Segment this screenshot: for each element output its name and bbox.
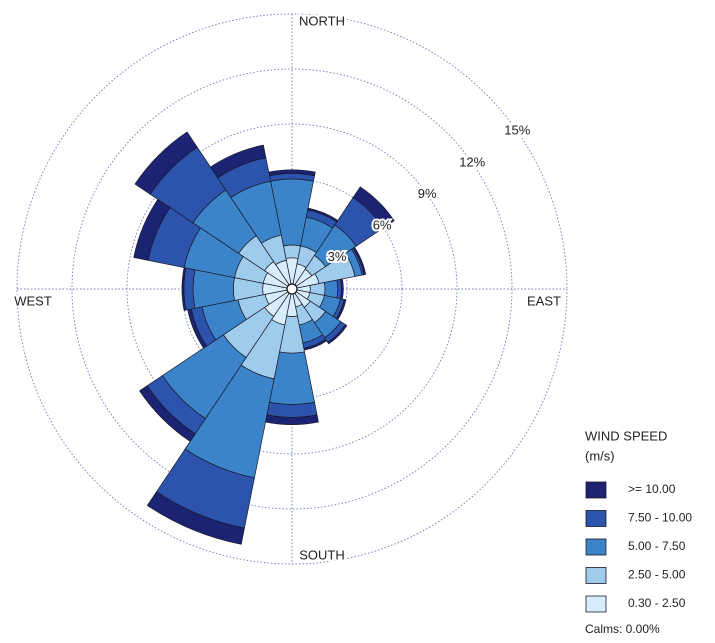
direction-label: SOUTH	[299, 547, 345, 562]
wedge-segment	[327, 324, 348, 345]
ring-label: 6%	[373, 217, 392, 232]
legend-swatch	[585, 510, 607, 527]
wedges	[133, 131, 395, 545]
legend-swatch	[585, 481, 607, 499]
legend-label: 7.50 - 10.00	[628, 511, 692, 525]
wedge-segment	[268, 169, 316, 177]
grid-ring	[16, 13, 568, 565]
legend-title: WIND SPEED	[585, 428, 667, 443]
wedge-segment	[146, 491, 245, 545]
grid-ring	[126, 123, 458, 455]
legend-label: 2.50 - 5.00	[628, 568, 686, 582]
ring-label: 3%	[328, 249, 347, 264]
wedge-segment	[139, 385, 196, 442]
legend-swatch	[585, 595, 607, 613]
center-dot	[286, 283, 298, 295]
direction-label: EAST	[527, 293, 561, 308]
ring-label: 9%	[418, 186, 437, 201]
legend-swatch	[585, 538, 607, 556]
wedge-segment	[183, 267, 196, 311]
legend-label: 0.30 - 2.50	[628, 596, 686, 610]
wedge-segment	[323, 279, 339, 299]
ring-label: 15%	[504, 123, 530, 138]
wedge-segment	[352, 186, 395, 229]
grid-ring	[71, 68, 513, 510]
legend-units: (m/s)	[585, 448, 615, 463]
wedge-segment	[134, 131, 198, 195]
wedge-segment	[266, 401, 318, 418]
legend-swatch	[585, 567, 607, 584]
wedge-segment	[352, 246, 367, 276]
wedge-segment	[210, 144, 267, 179]
ring-label: 12%	[459, 154, 485, 169]
legend-label: 5.00 - 7.50	[628, 539, 686, 553]
grid	[16, 13, 568, 565]
direction-label: WEST	[14, 293, 52, 308]
calms-label: Calms: 0.00%	[585, 622, 660, 636]
direction-label: NORTH	[299, 13, 345, 28]
legend-label: >= 10.00	[628, 482, 676, 496]
wedge-segment	[283, 244, 301, 259]
